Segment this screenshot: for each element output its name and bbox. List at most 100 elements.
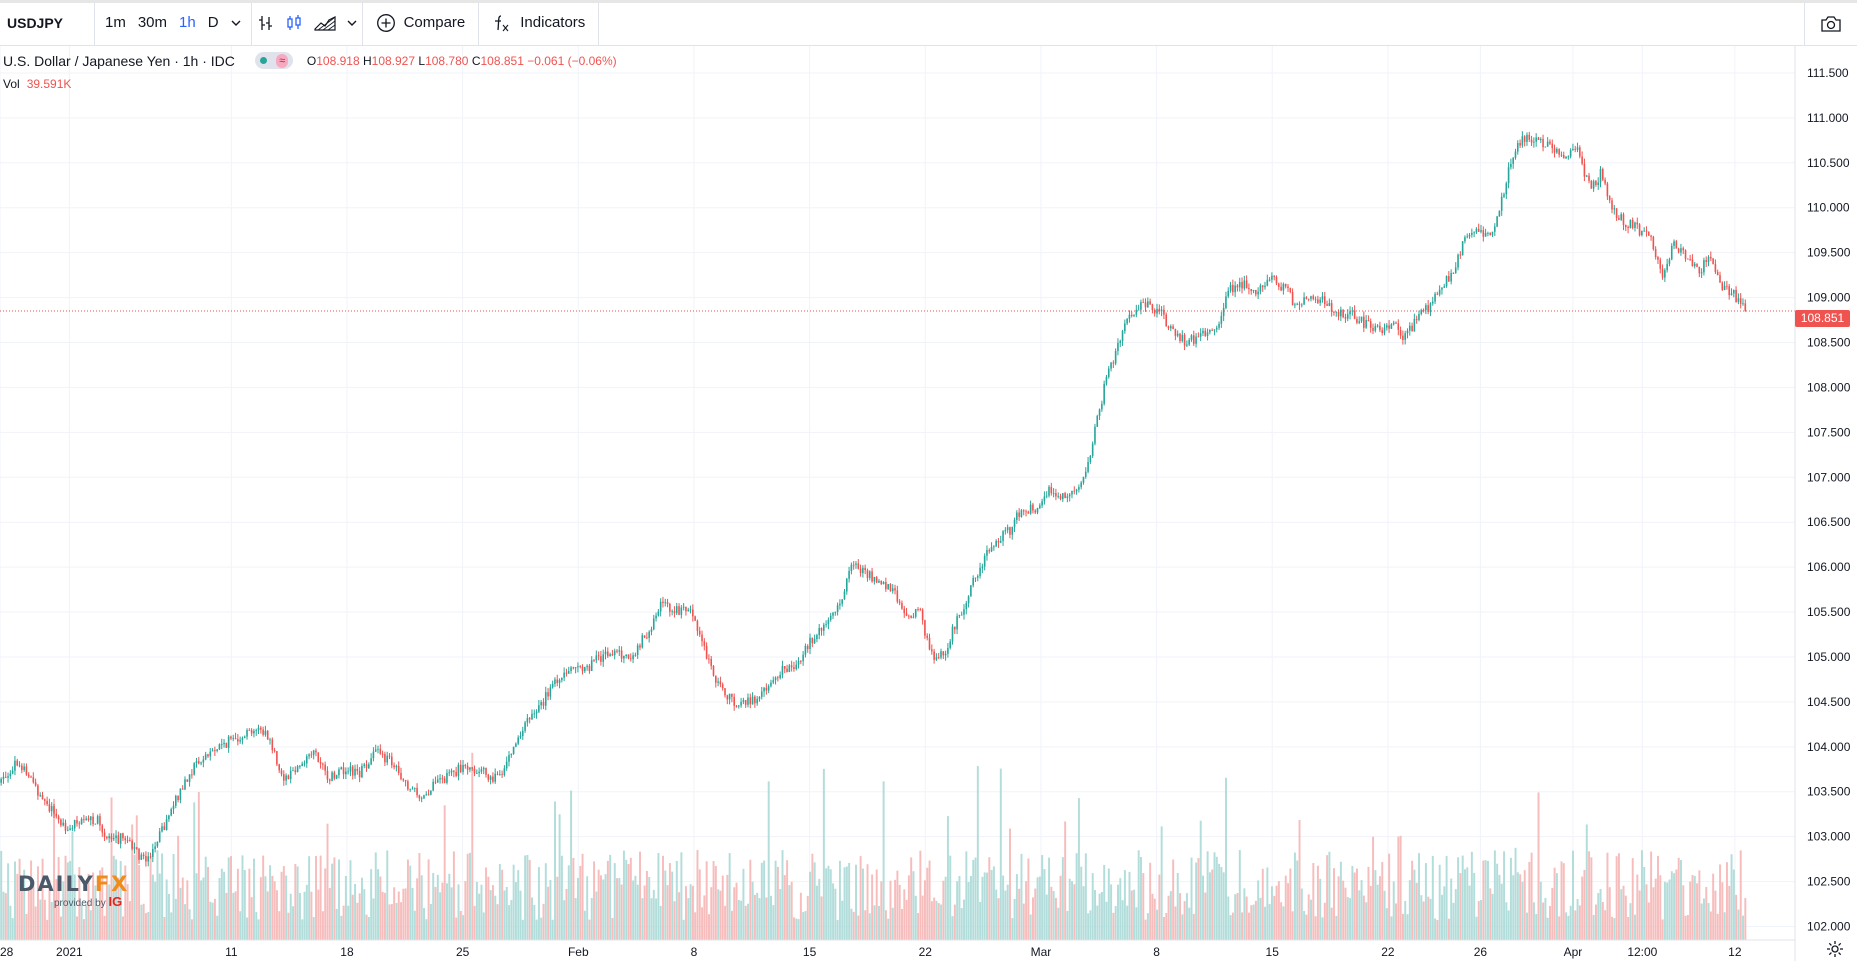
volume-bar bbox=[1581, 876, 1584, 940]
volume-bar bbox=[27, 888, 30, 940]
volume-bar bbox=[308, 856, 311, 940]
candle-body bbox=[1659, 259, 1662, 269]
price-chart[interactable]: 111.500111.000110.500110.000109.500109.0… bbox=[0, 46, 1857, 961]
market-status-badge[interactable]: ≈ bbox=[254, 52, 293, 69]
volume-bar bbox=[1356, 868, 1358, 940]
volume-bar bbox=[1305, 914, 1308, 940]
volume-bar bbox=[1071, 881, 1074, 940]
volume-bar bbox=[416, 878, 419, 940]
candle-body bbox=[122, 833, 124, 839]
candle-body bbox=[845, 578, 848, 592]
settings-gear-icon[interactable] bbox=[1826, 940, 1844, 963]
high-key: H bbox=[362, 53, 372, 68]
candle-body bbox=[639, 645, 641, 648]
volume-bar bbox=[995, 889, 998, 940]
volume-bar bbox=[1712, 873, 1715, 940]
volume-bar bbox=[1307, 894, 1310, 940]
volume-bar bbox=[838, 860, 841, 940]
volume-bar bbox=[537, 867, 540, 940]
interval-d[interactable]: D bbox=[207, 14, 219, 31]
compare-button[interactable]: Compare bbox=[363, 0, 480, 45]
volume-bar bbox=[1661, 919, 1664, 940]
area-style-icon[interactable] bbox=[308, 0, 342, 45]
candle-body bbox=[287, 775, 290, 780]
candle-body bbox=[214, 750, 216, 752]
volume-bar bbox=[482, 912, 485, 940]
interval-1h[interactable]: 1h bbox=[179, 14, 196, 31]
volume-bar bbox=[802, 912, 805, 940]
candle-body bbox=[227, 736, 230, 748]
interval-30m[interactable]: 30m bbox=[137, 14, 168, 31]
candle-body bbox=[503, 768, 506, 775]
volume-bar bbox=[1636, 874, 1639, 940]
price-tick-label: 107.500 bbox=[1807, 425, 1851, 439]
candle-body bbox=[896, 590, 899, 602]
volume-bar bbox=[979, 901, 982, 940]
volume-bar bbox=[1146, 913, 1149, 940]
screenshot-button[interactable] bbox=[1804, 3, 1857, 45]
bars-style-icon[interactable] bbox=[252, 0, 280, 45]
change-value: −0.061 (−0.06%) bbox=[527, 53, 617, 68]
volume-bar bbox=[361, 877, 363, 940]
volume-bar bbox=[87, 873, 90, 940]
candle-body bbox=[413, 787, 416, 789]
volume-bar bbox=[549, 879, 552, 940]
candle-body bbox=[1002, 531, 1004, 542]
volume-bar bbox=[55, 879, 58, 940]
candle-body bbox=[940, 651, 942, 658]
volume-bar bbox=[459, 910, 462, 940]
style-dropdown-chevron-icon[interactable] bbox=[342, 0, 362, 45]
volume-bar bbox=[1597, 893, 1600, 940]
candle-body bbox=[87, 818, 90, 821]
candle-body bbox=[280, 770, 283, 775]
time-tick-label: 8 bbox=[1153, 945, 1160, 959]
candle-body bbox=[1169, 326, 1172, 329]
candle-body bbox=[1443, 286, 1446, 288]
market-open-dot-icon bbox=[259, 57, 267, 64]
volume-bar bbox=[326, 823, 329, 940]
candle-body bbox=[875, 576, 878, 583]
volume-bar bbox=[834, 888, 837, 940]
candle-body bbox=[1363, 316, 1365, 328]
candles-style-icon[interactable] bbox=[280, 0, 308, 45]
candle-body bbox=[779, 674, 781, 679]
volume-bar bbox=[673, 901, 676, 940]
price-tick-label: 110.500 bbox=[1807, 156, 1850, 170]
interval-dropdown-chevron-icon[interactable] bbox=[225, 14, 247, 31]
low-key: L bbox=[418, 53, 426, 68]
volume-bar bbox=[1728, 885, 1731, 940]
volume-bar bbox=[225, 892, 228, 940]
symbol-search[interactable]: USDJPY bbox=[0, 0, 95, 45]
candle-body bbox=[326, 770, 329, 780]
candle-body bbox=[237, 739, 239, 742]
candle-body bbox=[282, 774, 285, 781]
candle-body bbox=[1032, 504, 1034, 511]
candle-body bbox=[370, 758, 372, 765]
delayed-data-icon: ≈ bbox=[276, 53, 289, 68]
candle-body bbox=[1328, 303, 1331, 306]
candle-body bbox=[623, 655, 625, 659]
candle-body bbox=[119, 833, 122, 844]
candle-body bbox=[1215, 327, 1218, 330]
interval-1m[interactable]: 1m bbox=[105, 14, 126, 31]
volume-bar bbox=[1383, 890, 1386, 940]
candle-body bbox=[161, 826, 163, 832]
volume-bar bbox=[105, 875, 108, 940]
candle-body bbox=[333, 772, 336, 779]
candle-body bbox=[2, 776, 5, 779]
candle-body bbox=[995, 540, 997, 547]
candle-body bbox=[1218, 323, 1220, 328]
candle-body bbox=[1723, 285, 1726, 290]
candle-body bbox=[1379, 325, 1381, 331]
candle-body bbox=[1519, 142, 1521, 146]
candle-body bbox=[786, 668, 788, 672]
indicators-button[interactable]: Indicators bbox=[479, 0, 600, 45]
candle-body bbox=[1245, 280, 1248, 288]
candle-body bbox=[993, 546, 995, 548]
candle-body bbox=[9, 773, 12, 777]
price-tick-label: 111.000 bbox=[1807, 111, 1849, 125]
candle-body bbox=[1528, 134, 1531, 140]
candle-body bbox=[39, 795, 42, 796]
candle-body bbox=[1726, 285, 1728, 287]
volume-bar bbox=[632, 880, 635, 940]
